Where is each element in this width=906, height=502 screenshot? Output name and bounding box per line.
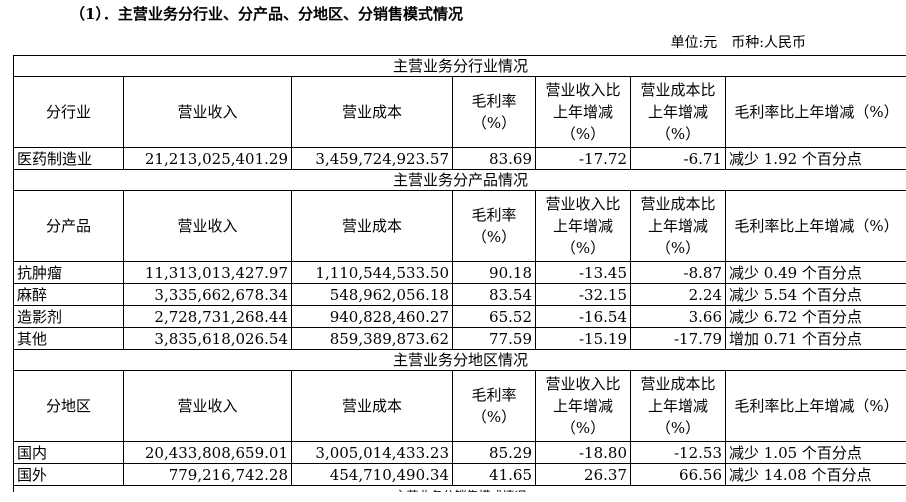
- cell-margin: 65.52: [452, 305, 536, 328]
- row-name: 国内: [13, 441, 124, 464]
- header-revenue: 营业收入: [123, 370, 292, 442]
- header-cost-change: 营业成本比上年增减（%）: [630, 190, 726, 262]
- cell-cost: 548,962,056.18: [291, 283, 453, 306]
- cell-cost-change: -12.53: [630, 441, 726, 464]
- row-name: 其他: [13, 327, 124, 350]
- header-margin-change: 毛利率比上年增减（%）: [724, 76, 906, 148]
- header-category: 分地区: [13, 370, 124, 442]
- header-revenue-change: 营业收入比上年增减（%）: [535, 190, 631, 262]
- cell-margin: 83.69: [452, 147, 536, 170]
- row-name: 造影剂: [13, 305, 124, 328]
- next-section-row: 主营业务分销售模式情况: [12, 485, 906, 492]
- table-row: 国内 20,433,808,659.01 3,005,014,433.23 85.29…: [13, 441, 906, 464]
- next-section-title-text: 主营业务分销售模式情况: [17, 486, 904, 492]
- unit-currency-note: 单位:元 币种:人民币: [670, 35, 806, 51]
- table-row: 抗肿瘤 11,313,013,427.97 1,110,544,533.50 90.1…: [13, 261, 906, 284]
- cell-cost: 3,459,724,923.57: [291, 147, 453, 170]
- cell-cost: 859,389,873.62: [291, 327, 453, 350]
- table-row: 其他 3,835,618,026.54 859,389,873.62 77.59 -15…: [13, 327, 906, 350]
- cell-cost-change: 2.24: [630, 283, 726, 306]
- column-header-row: 分地区 营业收入 营业成本 毛利率（%） 营业收入比上年增减（%） 营业成本比上年增减（%…: [13, 370, 906, 442]
- header-cost: 营业成本: [291, 76, 453, 148]
- section-title-row: 主营业务分行业情况: [12, 55, 906, 77]
- column-header-row: 分行业 营业收入 营业成本 毛利率（%） 营业收入比上年增减（%） 营业成本比上年增减（%…: [13, 76, 906, 148]
- section-heading: （1）．主营业务分行业、分产品、分地区、分销售模式情况: [70, 5, 463, 23]
- cell-margin-change: 减少 6.72 个百分点: [724, 305, 906, 328]
- cell-margin: 83.54: [452, 283, 536, 306]
- cell-revenue: 11,313,013,427.97: [123, 261, 292, 284]
- cell-revenue-change: -18.80: [535, 441, 631, 464]
- header-margin: 毛利率（%）: [452, 370, 536, 442]
- section-title-row: 主营业务分地区情况: [12, 349, 906, 371]
- cell-margin: 85.29: [452, 441, 536, 464]
- header-revenue-change: 营业收入比上年增减（%）: [535, 370, 631, 442]
- section-title: 主营业务分地区情况: [12, 349, 906, 371]
- section-title: 主营业务分行业情况: [12, 55, 906, 77]
- cell-revenue-change: -17.72: [535, 147, 631, 170]
- cell-margin: 90.18: [452, 261, 536, 284]
- header-margin-change: 毛利率比上年增减（%）: [724, 190, 906, 262]
- row-name: 麻醉: [13, 283, 124, 306]
- header-cost-change: 营业成本比上年增减（%）: [630, 76, 726, 148]
- cell-revenue-change: -32.15: [535, 283, 631, 306]
- table-row: 医药制造业 21,213,025,401.29 3,459,724,923.57 83…: [13, 147, 906, 170]
- cell-revenue-change: 26.37: [535, 463, 631, 486]
- main-business-table: 主营业务分行业情况 分行业 营业收入 营业成本 毛利率（%） 营业收入比上年增减（%） 营业…: [12, 55, 906, 492]
- cell-revenue: 20,433,808,659.01: [123, 441, 292, 464]
- cell-margin: 77.59: [452, 327, 536, 350]
- table-row: 麻醉 3,335,662,678.34 548,962,056.18 83.54 -32…: [13, 283, 906, 306]
- cell-cost-change: -17.79: [630, 327, 726, 350]
- cell-margin-change: 减少 5.54 个百分点: [724, 283, 906, 306]
- table-row: 造影剂 2,728,731,268.44 940,828,460.27 65.52 -1…: [13, 305, 906, 328]
- cell-cost: 454,710,490.34: [291, 463, 453, 486]
- section-title: 主营业务分产品情况: [12, 169, 906, 191]
- table-row: 国外 779,216,742.28 454,710,490.34 41.65 26.37…: [13, 463, 906, 486]
- cell-revenue-change: -15.19: [535, 327, 631, 350]
- header-cost-change: 营业成本比上年增减（%）: [630, 370, 726, 442]
- header-margin: 毛利率（%）: [452, 76, 536, 148]
- cell-cost-change: -6.71: [630, 147, 726, 170]
- section-title-row: 主营业务分产品情况: [12, 169, 906, 191]
- cell-cost: 1,110,544,533.50: [291, 261, 453, 284]
- header-revenue: 营业收入: [123, 190, 292, 262]
- cell-revenue: 2,728,731,268.44: [123, 305, 292, 328]
- cell-cost-change: -8.87: [630, 261, 726, 284]
- cell-margin: 41.65: [452, 463, 536, 486]
- header-revenue-change: 营业收入比上年增减（%）: [535, 76, 631, 148]
- header-cost: 营业成本: [291, 190, 453, 262]
- header-category: 分产品: [13, 190, 124, 262]
- cell-margin-change: 减少 14.08 个百分点: [724, 463, 906, 486]
- cell-cost: 3,005,014,433.23: [291, 441, 453, 464]
- cell-revenue: 3,335,662,678.34: [123, 283, 292, 306]
- column-header-row: 分产品 营业收入 营业成本 毛利率（%） 营业收入比上年增减（%） 营业成本比上年增减（%…: [13, 190, 906, 262]
- header-cost: 营业成本: [291, 370, 453, 442]
- next-section-title: 主营业务分销售模式情况: [12, 485, 906, 492]
- row-name: 医药制造业: [13, 147, 124, 170]
- cell-margin-change: 减少 1.92 个百分点: [724, 147, 906, 170]
- cell-cost-change: 66.56: [630, 463, 726, 486]
- cell-revenue: 779,216,742.28: [123, 463, 292, 486]
- cell-cost: 940,828,460.27: [291, 305, 453, 328]
- cell-revenue: 21,213,025,401.29: [123, 147, 292, 170]
- header-category: 分行业: [13, 76, 124, 148]
- row-name: 国外: [13, 463, 124, 486]
- cell-revenue: 3,835,618,026.54: [123, 327, 292, 350]
- header-revenue: 营业收入: [123, 76, 292, 148]
- cell-revenue-change: -13.45: [535, 261, 631, 284]
- cell-margin-change: 增加 0.71 个百分点: [724, 327, 906, 350]
- header-margin: 毛利率（%）: [452, 190, 536, 262]
- header-margin-change: 毛利率比上年增减（%）: [724, 370, 906, 442]
- cell-cost-change: 3.66: [630, 305, 726, 328]
- cell-revenue-change: -16.54: [535, 305, 631, 328]
- cell-margin-change: 减少 0.49 个百分点: [724, 261, 906, 284]
- cell-margin-change: 减少 1.05 个百分点: [724, 441, 906, 464]
- row-name: 抗肿瘤: [13, 261, 124, 284]
